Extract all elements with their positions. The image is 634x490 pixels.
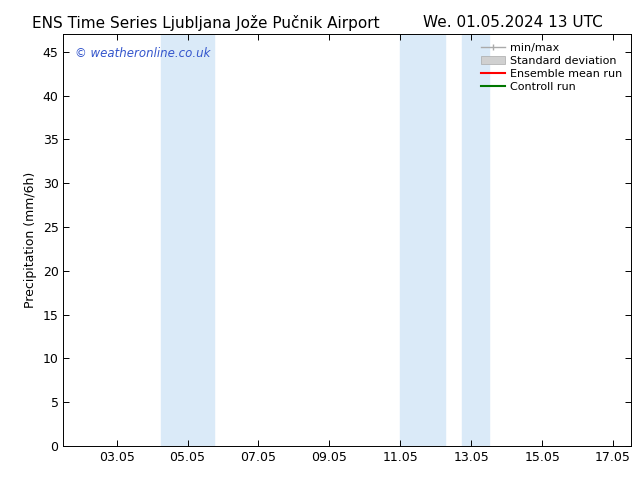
Y-axis label: Precipitation (mm/6h): Precipitation (mm/6h) <box>24 172 37 308</box>
Text: We. 01.05.2024 13 UTC: We. 01.05.2024 13 UTC <box>422 15 602 30</box>
Legend: min/max, Standard deviation, Ensemble mean run, Controll run: min/max, Standard deviation, Ensemble me… <box>477 40 625 95</box>
Bar <box>161 34 214 446</box>
Text: ENS Time Series Ljubljana Jože Pučnik Airport: ENS Time Series Ljubljana Jože Pučnik Ai… <box>32 15 379 31</box>
Bar <box>400 34 444 446</box>
Bar <box>462 34 489 446</box>
Text: © weatheronline.co.uk: © weatheronline.co.uk <box>75 47 210 60</box>
